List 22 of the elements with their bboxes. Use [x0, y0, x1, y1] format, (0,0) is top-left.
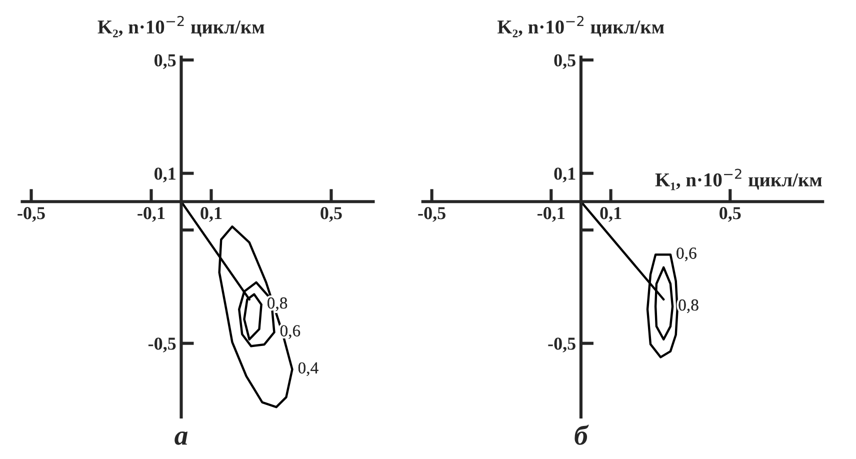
x-tick-label: -0,5 [418, 207, 446, 222]
annotation: 0,4 [298, 362, 318, 376]
y-tick-label: 0,1 [554, 168, 576, 182]
annotation: 0,8 [678, 299, 698, 314]
x-tick-label: 0,1 [600, 207, 622, 222]
x-tick-label: -0,1 [138, 207, 165, 222]
y-tick-label: 0,5 [154, 54, 176, 70]
y-tick-label: -0,5 [148, 338, 176, 352]
y-tick-label: 0,5 [554, 54, 576, 70]
x-tick-label: -0,5 [18, 207, 45, 222]
y-tick-label: -0,5 [548, 338, 576, 352]
x-tick-label: 0,1 [200, 207, 222, 222]
y-axis-title: K₂, n·10$^{−2}$ цикл/км [498, 16, 664, 38]
x-tick-label: -0,1 [538, 207, 564, 222]
x-axis-title: K₁, n·10$^{−2}$ цикл/км [655, 168, 822, 190]
x-tick-label: 0,5 [720, 207, 741, 222]
x-tick-label: 0,5 [320, 207, 342, 222]
text: а [174, 432, 188, 445]
y-axis-title: K₂, n·10$^{−2}$ цикл/км [98, 16, 264, 38]
text: б [574, 424, 589, 445]
y-tick-label: 0,1 [154, 168, 176, 182]
annotation: 0,6 [676, 248, 696, 262]
